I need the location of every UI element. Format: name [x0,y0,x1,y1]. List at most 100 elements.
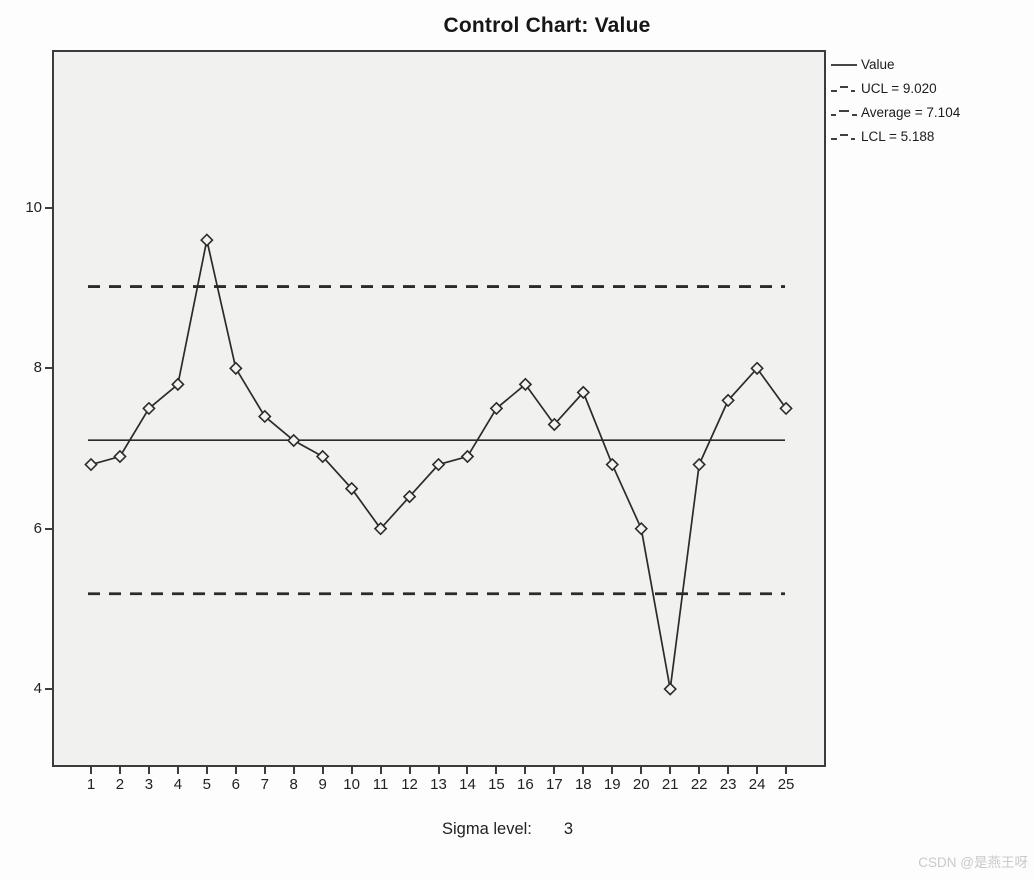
legend-item-ucl: UCL = 9.020 [831,79,960,98]
x-axis-tick-label: 2 [115,776,125,793]
x-axis-tick-mark [698,767,701,774]
x-axis-tick-mark [263,767,266,774]
x-axis-tick-label: 9 [318,776,327,793]
y-axis-tick-mark [45,688,52,691]
data-point-marker [315,449,330,464]
x-axis-tick-mark [379,767,382,774]
data-point-marker [171,377,185,392]
x-axis-tick-label: 13 [430,776,447,793]
x-axis-tick-label: 21 [661,776,679,793]
x-axis-tick-mark [524,767,527,774]
x-axis-tick-label: 15 [488,776,505,793]
data-point-marker [489,401,504,416]
x-axis-tick-mark [785,767,788,774]
data-point-marker [692,457,706,472]
x-axis-tick-mark [553,767,556,774]
legend: Value UCL = 9.020 Average = 7.104 [831,55,960,146]
x-axis-tick-mark [437,767,440,774]
x-axis-tick-label: 20 [632,776,650,793]
x-axis-tick-mark [466,767,469,774]
x-axis-tick-label: 11 [372,776,389,793]
sigma-level-value: 3 [563,820,574,838]
legend-label: LCL = 5.188 [861,129,935,144]
data-point-marker [721,393,735,408]
y-axis-tick-label: 4 [33,680,42,698]
sigma-level-row: Sigma level: 3 [442,820,573,839]
x-axis-tick-label: 24 [748,776,766,793]
x-axis-tick-label: 14 [459,776,476,793]
x-axis-tick-mark [90,767,92,774]
x-axis-tick-label: 16 [517,776,534,793]
data-point-marker [229,361,243,376]
x-axis-tick-label: 8 [289,776,298,793]
legend-item-value: Value [831,55,960,74]
y-axis-tick-label: 8 [33,359,42,377]
x-axis-tick-label: 3 [144,776,154,793]
x-axis-tick-label: 17 [546,776,563,793]
data-point-marker [373,521,388,536]
x-axis-tick-mark [176,767,179,774]
x-axis-tick-label: 5 [202,776,211,793]
data-point-marker [200,233,214,247]
x-axis-tick-mark [640,767,643,774]
plot-svg [84,233,793,696]
x-axis-tick-label: 10 [343,776,360,793]
x-axis-tick-label: 1 [86,776,96,793]
x-axis-tick-mark [147,767,150,774]
data-point-marker [84,457,98,472]
data-point-marker [750,361,764,376]
data-point-marker [431,457,446,472]
data-point-marker [518,377,533,392]
x-axis-tick-mark [582,767,585,774]
x-axis-tick-label: 4 [173,776,183,793]
y-axis-tick-mark [45,367,52,370]
x-axis-tick-mark [292,767,295,774]
x-axis-tick-mark [495,767,498,774]
x-axis-tick-mark [611,767,614,774]
x-axis-tick-mark [321,767,324,774]
x-axis-tick-label: 6 [231,776,240,793]
data-point-marker [402,489,417,504]
x-axis-tick-mark [669,767,672,774]
watermark-text: CSDN @是燕王呀 [918,855,1028,870]
data-point-marker [634,521,648,536]
plot-area [52,50,826,767]
legend-label: UCL = 9.020 [861,81,937,96]
dashed-line-icon [831,85,855,92]
x-axis-tick-mark [205,767,208,774]
legend-item-average: Average = 7.104 [831,103,960,122]
data-point-marker [344,481,359,496]
x-axis-tick-label: 22 [690,776,708,793]
x-axis-tick-mark [408,767,411,774]
y-axis-tick-label: 6 [33,519,42,537]
x-axis-tick-label: 25 [777,776,795,793]
data-point-marker [663,682,677,696]
data-point-marker [113,449,127,464]
y-axis-tick-mark [45,527,52,530]
x-axis-tick-mark [234,767,237,774]
data-point-marker [576,385,591,400]
solid-line-icon [831,63,857,66]
x-axis-tick-label: 18 [574,776,592,793]
legend-item-lcl: LCL = 5.188 [831,127,960,146]
data-point-marker [460,449,475,464]
legend-label: Average = 7.104 [861,105,961,120]
data-point-marker [142,401,156,416]
x-axis-tick-label: 12 [401,776,418,793]
chart-title: Control Chart: Value [443,14,651,37]
data-point-marker [779,401,793,416]
data-point-marker [547,417,562,432]
data-point-marker [605,457,620,472]
x-axis-tick-label: 19 [603,776,621,793]
sigma-level-label: Sigma level: [442,820,532,838]
x-axis-tick-label: 23 [719,776,737,793]
legend-label: Value [861,57,895,72]
y-axis-tick-mark [45,207,52,209]
x-axis-tick-mark [350,767,353,774]
x-axis-tick-mark [118,767,121,774]
x-axis-tick-mark [727,767,730,774]
data-point-marker [286,433,301,448]
data-point-marker [258,409,272,424]
dashed-line-icon [831,109,857,116]
